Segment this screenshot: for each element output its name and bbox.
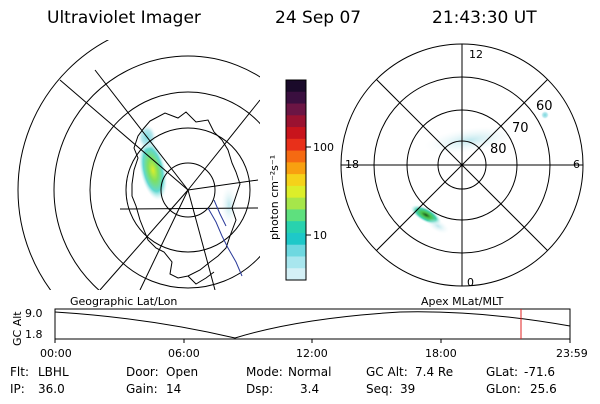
colorbar-cell	[286, 221, 306, 234]
colorbar-cell	[286, 185, 306, 199]
altitude-xtick-0600: 06:00	[168, 347, 200, 360]
glat-value: -71.6	[524, 365, 555, 379]
seq-value: 39	[400, 382, 415, 396]
aurora-spot-right	[221, 185, 237, 225]
colorbar-cell	[286, 150, 306, 163]
altitude-curve	[54, 311, 571, 339]
mlt-label-18: 18	[345, 158, 359, 171]
colorbar-cell	[286, 115, 306, 128]
mlat-label-60: 60	[536, 99, 553, 114]
colorbar-cell	[286, 256, 306, 269]
mlat-label-70: 70	[512, 121, 529, 136]
colorbar-gradient	[286, 80, 306, 281]
gcalt-value: 7.4 Re	[415, 365, 453, 379]
date-label: 24 Sep 07	[275, 8, 361, 28]
colorbar-cell	[286, 162, 306, 175]
ip-label: IP:	[10, 382, 25, 396]
dsp-value: 3.4	[300, 382, 319, 396]
time-label: 21:43:30 UT	[432, 8, 537, 28]
aurora-oval-top	[424, 126, 516, 154]
colorbar-cell	[286, 80, 306, 93]
aurora-spot-bright	[138, 139, 168, 201]
aurora-dot-top	[541, 111, 549, 119]
glon-value: 25.6	[530, 382, 557, 396]
colorbar-cell	[286, 209, 306, 222]
colorbar-cell	[286, 127, 306, 140]
door-value: Open	[166, 365, 198, 379]
geographic-map-label: Geographic Lat/Lon	[70, 295, 177, 308]
seq-label: Seq:	[366, 382, 393, 396]
instrument-info: Flt: LBHL IP: 36.0 Door: Open Gain: 14 M…	[10, 365, 557, 396]
mode-value: Normal	[288, 365, 331, 379]
dsp-label: Dsp:	[246, 382, 273, 396]
magnetic-map: 12 0 18 6 60 70 80	[340, 43, 584, 289]
magnetic-map-label: Apex MLat/MLT	[421, 295, 504, 308]
colorbar-cell	[286, 232, 306, 246]
colorbar-cell	[286, 103, 306, 116]
colorbar-cell	[286, 91, 306, 105]
altitude-ytick-low: 1.8	[25, 328, 43, 341]
altitude-ytick-high: 9.0	[25, 307, 43, 320]
colorbar-cell	[286, 268, 306, 281]
colorbar-cell	[286, 174, 306, 187]
altitude-xtick-1800: 18:00	[425, 347, 457, 360]
filter-label: Flt:	[10, 365, 29, 379]
colorbar-cell	[286, 197, 306, 211]
colorbar: 100 10 photon cm⁻²s⁻¹	[268, 79, 334, 281]
altitude-ylabel: GC Alt	[11, 311, 24, 346]
geographic-map	[17, 40, 260, 290]
altitude-xtick-2359: 23:59	[556, 347, 588, 360]
colorbar-cell	[286, 244, 306, 258]
ip-value: 36.0	[38, 382, 65, 396]
gain-value: 14	[166, 382, 181, 396]
mode-label: Mode:	[246, 365, 283, 379]
mlt-label-12: 12	[469, 48, 483, 61]
mlt-label-6: 6	[573, 158, 580, 171]
instrument-title: Ultraviolet Imager	[47, 8, 201, 28]
gain-label: Gain:	[126, 382, 158, 396]
glon-label: GLon:	[486, 382, 521, 396]
continent-outline	[131, 111, 241, 279]
colorbar-tick-100: 100	[313, 141, 334, 154]
mlt-label-0: 0	[467, 276, 474, 289]
altitude-plot: GC Alt 9.0 1.8 00:00 06:00 12:00 18:00 2…	[11, 307, 588, 360]
colorbar-tick-10: 10	[313, 229, 327, 242]
altitude-xtick-1200: 12:00	[296, 347, 328, 360]
filter-value: LBHL	[38, 365, 69, 379]
altitude-xtick-0000: 00:00	[40, 347, 72, 360]
glat-label: GLat:	[486, 365, 518, 379]
gcalt-label: GC Alt:	[366, 365, 408, 379]
mlat-label-80: 80	[490, 142, 507, 157]
colorbar-cell	[286, 138, 306, 152]
colorbar-unit-label: photon cm⁻²s⁻¹	[268, 155, 281, 240]
door-label: Door:	[126, 365, 159, 379]
